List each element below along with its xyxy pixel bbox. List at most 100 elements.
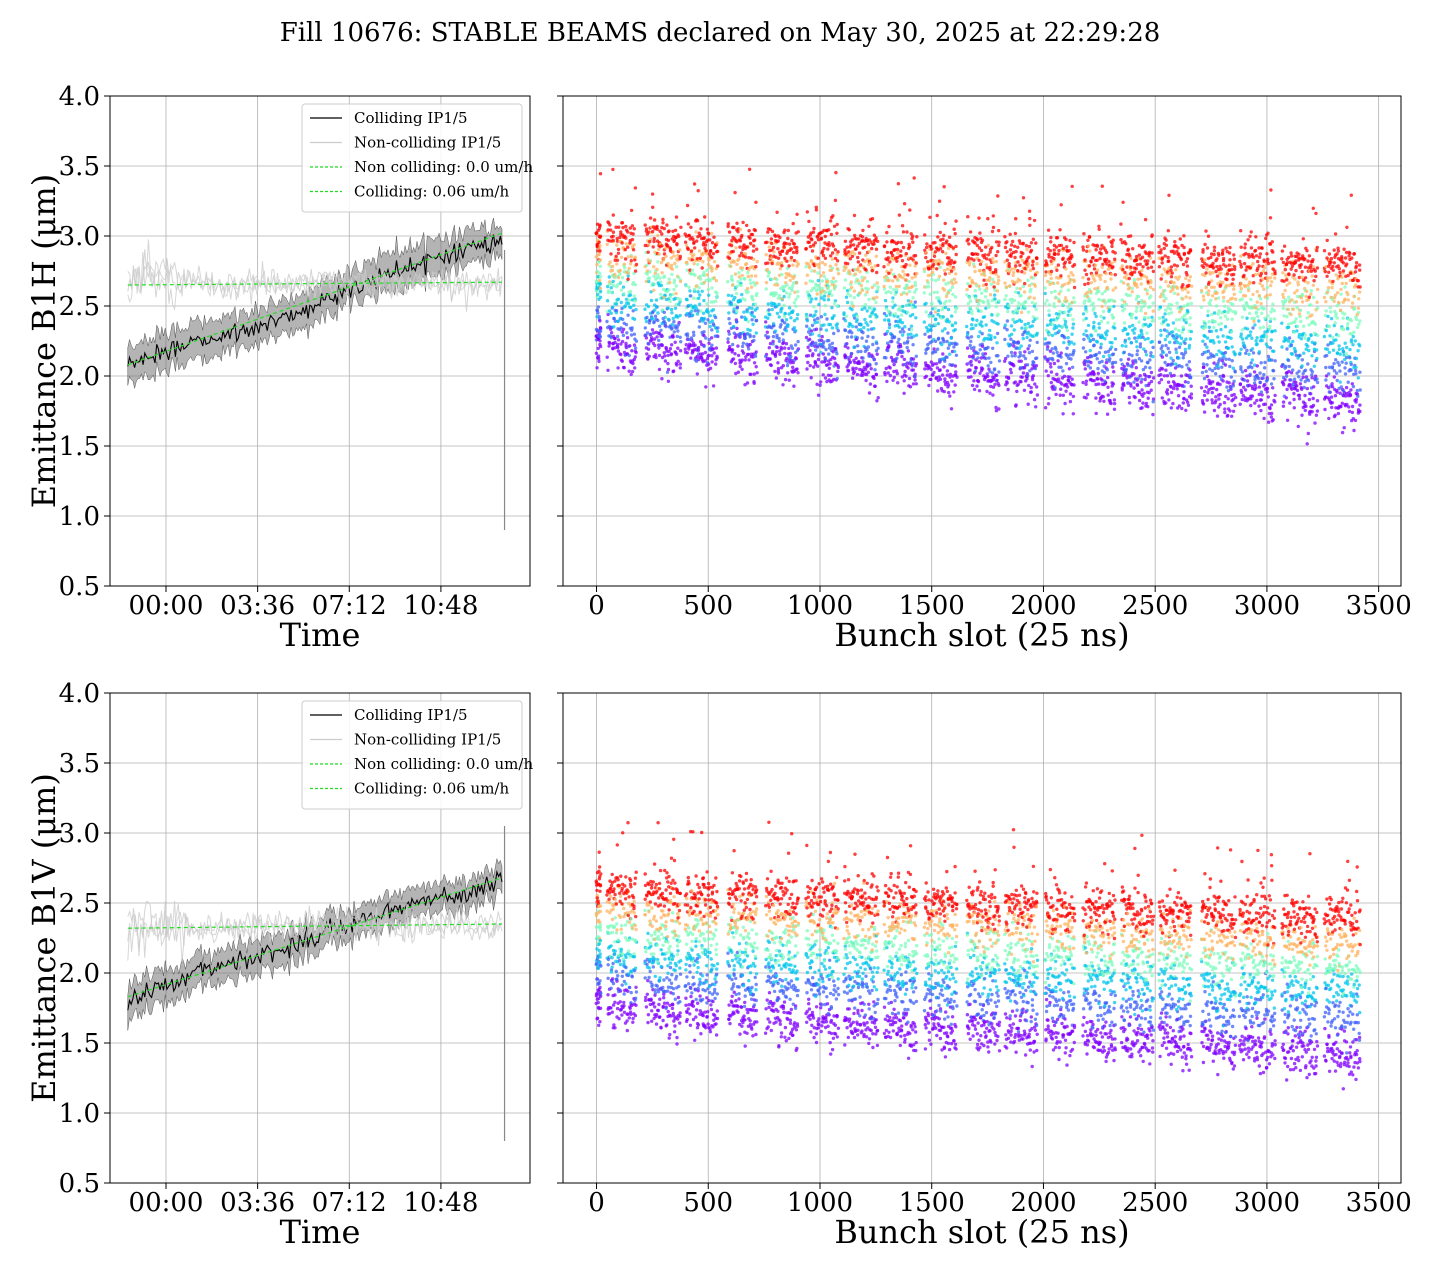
bunch-point <box>795 348 800 353</box>
bunch-point <box>1119 238 1123 242</box>
bunch-point <box>1169 406 1174 410</box>
bunch-point <box>616 345 620 350</box>
bunch-point <box>1106 375 1110 380</box>
y-tick-label: 2.5 <box>59 292 100 322</box>
bunch-point <box>1227 263 1232 267</box>
bunch-point <box>622 262 627 266</box>
bunch-point <box>1049 240 1053 244</box>
bunch-point <box>1111 288 1115 292</box>
bunch-point <box>954 272 958 276</box>
bunch-point <box>743 277 747 281</box>
bunch-point <box>623 247 627 252</box>
bunch-point <box>1087 235 1092 239</box>
bunch-point <box>752 361 757 365</box>
bunch-point <box>734 333 738 337</box>
bunch-point <box>824 347 828 352</box>
bunch-point <box>736 280 740 284</box>
bunch-point <box>1205 336 1210 340</box>
bunch-point <box>886 262 890 267</box>
bunch-point <box>1003 245 1008 250</box>
bunch-point <box>994 259 998 264</box>
bunch-point <box>614 309 619 313</box>
bunch-point <box>624 236 628 240</box>
bunch-point <box>748 342 752 347</box>
bunch-point <box>1172 291 1177 295</box>
bunch-point <box>653 308 657 312</box>
bunch-point <box>1244 351 1248 355</box>
bunch-point <box>1004 285 1008 289</box>
bunch-point <box>1081 245 1085 249</box>
bunch-point <box>922 267 926 271</box>
bunch-point <box>1072 240 1076 245</box>
bunch-point <box>1232 253 1236 257</box>
bunch-point <box>942 288 947 292</box>
bunch-point <box>929 244 933 249</box>
bunch-point <box>1110 241 1114 245</box>
bunch-point <box>707 293 711 297</box>
bunch-point <box>674 302 678 307</box>
bunch-point <box>1086 323 1091 328</box>
bunch-point <box>1007 264 1011 268</box>
bunch-point <box>789 255 794 260</box>
bunch-point <box>895 247 900 252</box>
bunch-point <box>1157 316 1162 320</box>
bunch-point <box>902 379 906 383</box>
bunch-point <box>972 345 976 350</box>
bunch-point <box>1206 234 1211 238</box>
bunch-point <box>749 281 753 285</box>
bunch-point <box>815 382 819 386</box>
bunch-point <box>652 320 656 324</box>
bunch-point <box>713 315 718 320</box>
bunch-point <box>775 311 780 316</box>
bunch-point <box>739 283 743 288</box>
bunch-point <box>1223 309 1227 314</box>
bunch-point <box>792 319 797 323</box>
bunch-point <box>1103 350 1108 354</box>
bunch-point <box>1060 302 1065 307</box>
bunch-point <box>716 326 720 330</box>
bunch-point <box>796 262 801 266</box>
bunch-point <box>794 304 798 308</box>
bunch-point <box>1067 249 1071 253</box>
bunch-point <box>948 299 952 303</box>
bunch-point <box>913 253 918 258</box>
bunch-point <box>670 267 674 271</box>
bunch-point <box>1026 310 1031 314</box>
bunch-point <box>622 292 626 296</box>
bunch-point <box>805 367 809 371</box>
bunch-point <box>906 310 910 314</box>
bunch-point <box>1083 258 1087 262</box>
bunch-point <box>696 290 700 294</box>
bunch-point <box>1177 404 1182 408</box>
bunch-point <box>1044 261 1049 265</box>
bunch-point <box>893 312 898 316</box>
bunch-point <box>848 360 853 364</box>
bunch-point <box>1049 380 1054 385</box>
bunch-point <box>1137 253 1142 257</box>
bunch-point <box>1151 400 1155 404</box>
bunch-point <box>875 352 879 356</box>
bunch-point <box>660 244 664 248</box>
bunch-point <box>1130 312 1135 316</box>
bunch-point <box>598 281 602 285</box>
bunch-point <box>614 302 619 306</box>
bunch-point <box>1212 245 1217 249</box>
bunch-point <box>825 317 829 321</box>
bunch-point <box>1083 282 1087 287</box>
bunch-point <box>607 275 611 279</box>
y-tick-label: 3.0 <box>59 222 100 252</box>
bunch-point <box>1232 272 1236 277</box>
bunch-point <box>654 304 659 309</box>
bunch-point <box>755 306 759 310</box>
bunch-point <box>1135 306 1139 310</box>
bunch-point <box>873 384 877 388</box>
bunch-point <box>1202 410 1207 414</box>
bunch-point <box>1175 264 1180 268</box>
bunch-point <box>1097 289 1101 294</box>
bunch-point <box>985 389 989 394</box>
bunch-point <box>767 308 771 312</box>
bunch-point <box>1099 314 1103 319</box>
bunch-point <box>1101 309 1106 314</box>
bunch-point <box>968 368 972 372</box>
bunch-point <box>730 283 735 287</box>
